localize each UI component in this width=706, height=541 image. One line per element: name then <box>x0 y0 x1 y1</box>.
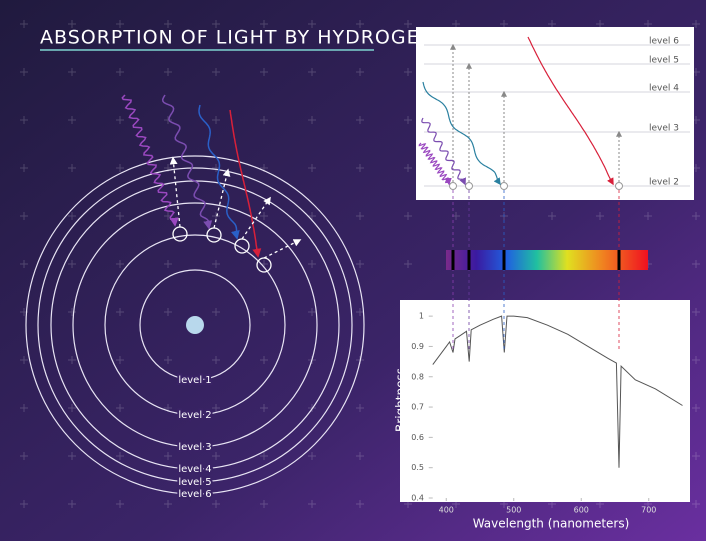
nucleus <box>186 316 204 334</box>
incoming-photon <box>198 104 240 240</box>
energy-diagram: level 6 level 5 level 4 level 3 level 2 <box>418 36 690 190</box>
orbit <box>37 167 353 483</box>
y-tick-label: 0.9 <box>411 342 424 351</box>
orbit <box>72 202 318 448</box>
chart-panel <box>400 300 690 502</box>
y-tick-label: 0.4 <box>411 494 424 503</box>
x-tick-label: 600 <box>574 506 589 515</box>
level-label: level 3 <box>649 124 679 134</box>
level-label: level 6 <box>649 37 679 47</box>
brightness-line <box>432 315 683 468</box>
orbit-label: level 2 <box>178 410 211 421</box>
incoming-photon <box>121 94 179 227</box>
photon <box>422 81 501 186</box>
level-label: level 4 <box>649 84 679 94</box>
level-electron <box>465 182 473 190</box>
electron-jump <box>241 196 271 240</box>
level-electron <box>449 182 457 190</box>
x-tick-label: 700 <box>641 506 656 515</box>
absorption-line <box>617 250 621 270</box>
orbit <box>139 269 251 381</box>
electron-jump <box>213 168 231 229</box>
orbit-label: level 6 <box>178 489 211 500</box>
absorption-line <box>451 250 455 270</box>
orbit-label: level 5 <box>178 477 211 488</box>
level-electron <box>500 182 508 190</box>
electron <box>172 226 188 242</box>
y-tick-label: 0.7 <box>411 403 424 412</box>
title: ABSORPTION OF LIGHT BY HYDROGEN <box>40 27 435 49</box>
level-label: level 2 <box>649 178 679 188</box>
spectrum-bar <box>446 250 648 270</box>
x-tick-label: 500 <box>506 506 521 515</box>
chart: 0.4 0.5 0.6 0.7 0.8 0.9 1 400 500 600 700 Wavelengt… <box>394 312 683 531</box>
photon <box>527 36 614 186</box>
absorption-line <box>502 250 506 270</box>
photon <box>418 142 452 186</box>
electron-jump <box>263 239 302 259</box>
y-tick-label: 0.8 <box>411 372 424 381</box>
photon <box>421 117 466 186</box>
y-axis-label: Brightness <box>394 368 408 432</box>
energy-panel <box>416 27 694 200</box>
electron <box>206 227 222 243</box>
x-axis-label: Wavelength (nanometers) <box>473 517 630 531</box>
orbit <box>25 155 365 495</box>
y-tick-label: 0.5 <box>411 463 424 472</box>
orbit-label: level 4 <box>178 464 211 475</box>
atom-diagram: level 1 level 2 level 3 level 4 level 5level… <box>25 94 365 502</box>
absorption-line <box>467 250 471 270</box>
x-tick-label: 400 <box>439 506 454 515</box>
orbit-label: level 3 <box>178 442 211 453</box>
orbit-label: level 1 <box>178 375 211 386</box>
level-electron <box>615 182 623 190</box>
orbit <box>104 234 286 416</box>
electron <box>256 257 272 273</box>
y-tick-label: 0.6 <box>411 433 424 442</box>
incoming-photon <box>161 94 213 230</box>
level-label: level 5 <box>649 56 679 66</box>
electron <box>234 238 250 254</box>
y-tick-label: 1 <box>419 312 424 321</box>
incoming-photon <box>229 109 262 258</box>
